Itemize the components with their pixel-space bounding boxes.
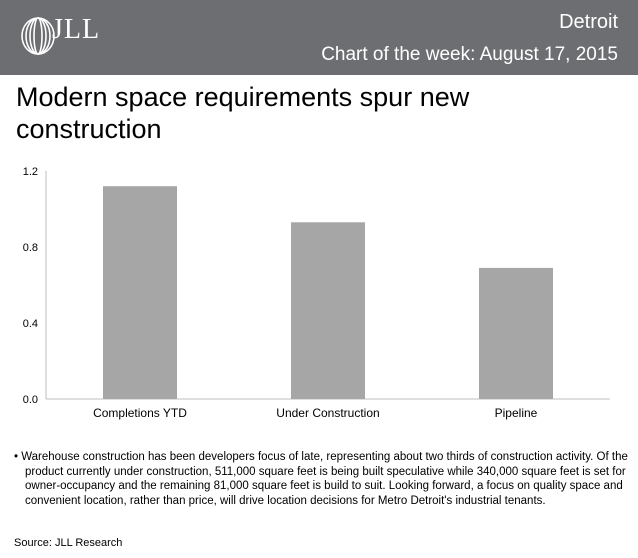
city-label: Detroit (559, 11, 618, 33)
bar (291, 222, 365, 399)
x-tick-label: Under Construction (276, 406, 379, 420)
y-tick-label: 0.0 (23, 394, 38, 406)
y-tick-label: 0.4 (23, 318, 38, 330)
commentary-bullet: • Warehouse construction has been develo… (14, 451, 628, 507)
header-bar: JLL Detroit Chart of the week: August 17… (0, 0, 638, 75)
bar (479, 267, 553, 399)
bar-chart: 0.0 0.4 0.8 1.2 Completions YTD Under Constru… (23, 166, 610, 420)
page-title: Modern space requirements spur new const… (16, 82, 470, 144)
source-note: Source: JLL Research (14, 537, 123, 549)
jll-logo-icon (21, 17, 55, 55)
bar (103, 186, 177, 399)
x-tick-label: Pipeline (495, 406, 538, 420)
y-tick-label: 1.2 (23, 166, 38, 178)
chart-subtitle: Chart of the week: August 17, 2015 (321, 44, 618, 65)
logo-text: JLL (52, 14, 101, 45)
x-tick-label: Completions YTD (93, 406, 187, 420)
y-tick-label: 0.8 (23, 242, 38, 254)
